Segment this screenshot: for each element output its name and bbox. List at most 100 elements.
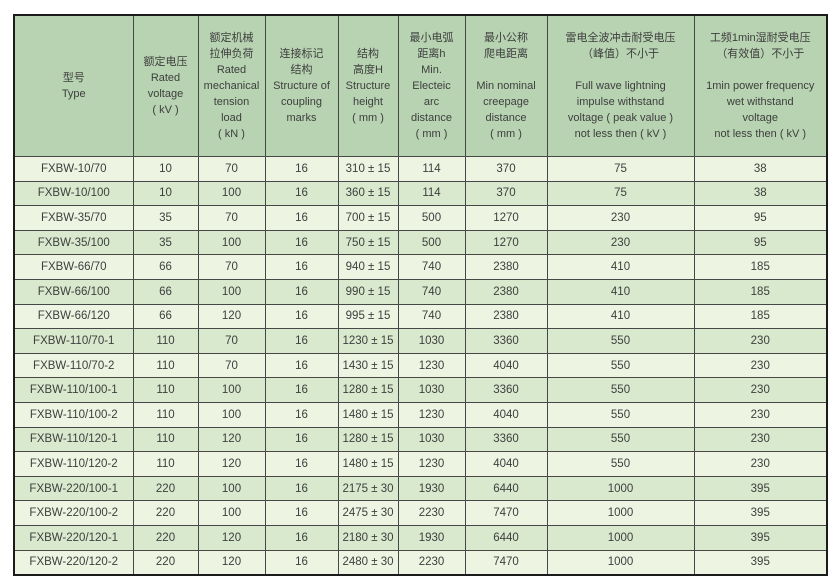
cell-structure-height: 1280 ± 15 bbox=[337, 426, 399, 453]
table-row: FXBW-10/70 10 70 16 310 ± 15 114 370 75 38 bbox=[13, 156, 828, 182]
cell-creepage-distance: 6440 bbox=[464, 524, 548, 551]
cell-wet-withstand-voltage: 230 bbox=[693, 401, 828, 428]
header-creepage-distance: 最小公称 爬电距离 Min nominal creepage distance … bbox=[464, 14, 548, 157]
cell-impulse-withstand-voltage: 1000 bbox=[546, 524, 695, 551]
cell-type: FXBW-110/120-1 bbox=[13, 426, 134, 453]
cell-structure-height: 2475 ± 30 bbox=[337, 500, 399, 526]
cell-tension-load: 100 bbox=[197, 500, 266, 526]
cell-coupling-marks: 16 bbox=[264, 229, 339, 256]
cell-coupling-marks: 16 bbox=[264, 524, 339, 551]
cell-wet-withstand-voltage: 395 bbox=[693, 475, 828, 502]
table-row: FXBW-35/100 35 100 16 750 ± 15 500 1270 230 95 bbox=[13, 229, 828, 256]
cell-tension-load: 120 bbox=[197, 549, 266, 576]
cell-wet-withstand-voltage: 395 bbox=[693, 500, 828, 526]
cell-coupling-marks: 16 bbox=[264, 549, 339, 576]
cell-arc-distance: 1030 bbox=[397, 377, 466, 403]
cell-structure-height: 940 ± 15 bbox=[337, 254, 399, 280]
cell-arc-distance: 740 bbox=[397, 254, 466, 280]
cell-type: FXBW-35/100 bbox=[13, 229, 134, 256]
cell-creepage-distance: 4040 bbox=[464, 451, 548, 477]
table-row: FXBW-66/100 66 100 16 990 ± 15 740 2380 410 185 bbox=[13, 278, 828, 305]
table-row: FXBW-35/70 35 70 16 700 ± 15 500 1270 230 95 bbox=[13, 205, 828, 231]
cell-arc-distance: 500 bbox=[397, 205, 466, 231]
cell-creepage-distance: 3360 bbox=[464, 377, 548, 403]
cell-rated-voltage: 110 bbox=[132, 426, 199, 453]
cell-wet-withstand-voltage: 185 bbox=[693, 254, 828, 280]
cell-rated-voltage: 66 bbox=[132, 254, 199, 280]
cell-coupling-marks: 16 bbox=[264, 156, 339, 182]
cell-tension-load: 100 bbox=[197, 401, 266, 428]
cell-rated-voltage: 220 bbox=[132, 524, 199, 551]
cell-creepage-distance: 2380 bbox=[464, 254, 548, 280]
cell-type: FXBW-220/120-1 bbox=[13, 524, 134, 551]
cell-creepage-distance: 1270 bbox=[464, 229, 548, 256]
cell-rated-voltage: 110 bbox=[132, 401, 199, 428]
table-row: FXBW-220/100-1 220 100 16 2175 ± 30 1930 6440 1… bbox=[13, 475, 828, 502]
header-coupling-marks: 连接标记 结构 Structure of coupling marks bbox=[264, 14, 339, 157]
table-row: FXBW-66/70 66 70 16 940 ± 15 740 2380 410 185 bbox=[13, 254, 828, 280]
cell-structure-height: 360 ± 15 bbox=[337, 180, 399, 207]
table-header: 型号 Type 额定电压 Rated voltage ( kV ) 额定机械 拉… bbox=[13, 14, 828, 157]
cell-impulse-withstand-voltage: 550 bbox=[546, 426, 695, 453]
cell-tension-load: 100 bbox=[197, 180, 266, 207]
cell-impulse-withstand-voltage: 230 bbox=[546, 205, 695, 231]
cell-type: FXBW-220/100-1 bbox=[13, 475, 134, 502]
cell-coupling-marks: 16 bbox=[264, 303, 339, 330]
cell-arc-distance: 1230 bbox=[397, 451, 466, 477]
cell-tension-load: 120 bbox=[197, 524, 266, 551]
header-row: 型号 Type 额定电压 Rated voltage ( kV ) 额定机械 拉… bbox=[13, 14, 828, 157]
table-row: FXBW-110/120-1 110 120 16 1280 ± 15 1030 3360 5… bbox=[13, 426, 828, 453]
cell-structure-height: 310 ± 15 bbox=[337, 156, 399, 182]
cell-impulse-withstand-voltage: 550 bbox=[546, 377, 695, 403]
table-row: FXBW-10/100 10 100 16 360 ± 15 114 370 75 38 bbox=[13, 180, 828, 207]
cell-type: FXBW-220/120-2 bbox=[13, 549, 134, 576]
header-tension-load: 额定机械 拉伸负荷 Rated mechanical tension load … bbox=[197, 14, 266, 157]
cell-structure-height: 1480 ± 15 bbox=[337, 401, 399, 428]
cell-type: FXBW-110/100-2 bbox=[13, 401, 134, 428]
cell-structure-height: 700 ± 15 bbox=[337, 205, 399, 231]
cell-creepage-distance: 2380 bbox=[464, 278, 548, 305]
cell-coupling-marks: 16 bbox=[264, 278, 339, 305]
insulator-spec-table: 型号 Type 额定电压 Rated voltage ( kV ) 额定机械 拉… bbox=[13, 14, 828, 577]
cell-rated-voltage: 220 bbox=[132, 500, 199, 526]
cell-tension-load: 70 bbox=[197, 156, 266, 182]
cell-creepage-distance: 4040 bbox=[464, 401, 548, 428]
cell-coupling-marks: 16 bbox=[264, 205, 339, 231]
cell-structure-height: 995 ± 15 bbox=[337, 303, 399, 330]
cell-rated-voltage: 35 bbox=[132, 205, 199, 231]
cell-wet-withstand-voltage: 230 bbox=[693, 377, 828, 403]
cell-coupling-marks: 16 bbox=[264, 401, 339, 428]
cell-creepage-distance: 7470 bbox=[464, 549, 548, 576]
cell-wet-withstand-voltage: 38 bbox=[693, 156, 828, 182]
cell-tension-load: 70 bbox=[197, 254, 266, 280]
cell-structure-height: 2175 ± 30 bbox=[337, 475, 399, 502]
cell-impulse-withstand-voltage: 1000 bbox=[546, 475, 695, 502]
cell-rated-voltage: 66 bbox=[132, 303, 199, 330]
cell-rated-voltage: 220 bbox=[132, 549, 199, 576]
cell-arc-distance: 1030 bbox=[397, 328, 466, 354]
cell-coupling-marks: 16 bbox=[264, 475, 339, 502]
cell-wet-withstand-voltage: 38 bbox=[693, 180, 828, 207]
cell-rated-voltage: 110 bbox=[132, 328, 199, 354]
cell-rated-voltage: 110 bbox=[132, 451, 199, 477]
cell-arc-distance: 2230 bbox=[397, 500, 466, 526]
cell-coupling-marks: 16 bbox=[264, 254, 339, 280]
cell-creepage-distance: 3360 bbox=[464, 328, 548, 354]
table-row: FXBW-66/120 66 120 16 995 ± 15 740 2380 410 185 bbox=[13, 303, 828, 330]
cell-type: FXBW-10/100 bbox=[13, 180, 134, 207]
cell-structure-height: 990 ± 15 bbox=[337, 278, 399, 305]
cell-creepage-distance: 4040 bbox=[464, 352, 548, 379]
cell-tension-load: 120 bbox=[197, 451, 266, 477]
cell-rated-voltage: 220 bbox=[132, 475, 199, 502]
cell-arc-distance: 1230 bbox=[397, 401, 466, 428]
cell-creepage-distance: 2380 bbox=[464, 303, 548, 330]
cell-impulse-withstand-voltage: 230 bbox=[546, 229, 695, 256]
cell-arc-distance: 114 bbox=[397, 156, 466, 182]
cell-impulse-withstand-voltage: 410 bbox=[546, 303, 695, 330]
cell-arc-distance: 500 bbox=[397, 229, 466, 256]
cell-creepage-distance: 7470 bbox=[464, 500, 548, 526]
cell-arc-distance: 1930 bbox=[397, 475, 466, 502]
cell-rated-voltage: 110 bbox=[132, 377, 199, 403]
table-row: FXBW-110/120-2 110 120 16 1480 ± 15 1230 4040 5… bbox=[13, 451, 828, 477]
